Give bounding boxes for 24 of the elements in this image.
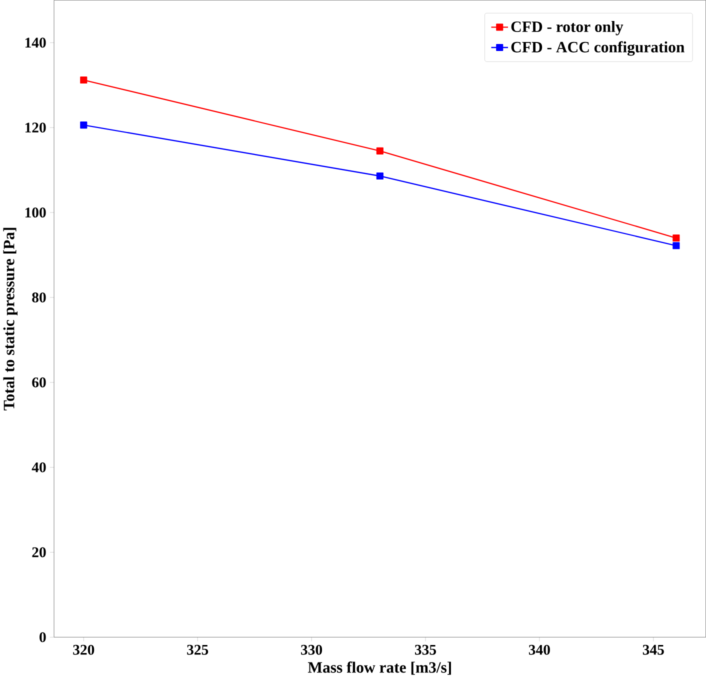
x-tick-label: 340 (528, 644, 550, 655)
point (80, 122, 88, 129)
point (80, 76, 88, 84)
point (672, 242, 680, 250)
y-tick-label: 100 (25, 208, 46, 218)
y-axis-title: Total to static pressure [Pa] (3, 228, 18, 410)
y-tick-label: 80 (32, 292, 46, 302)
y-tick-label: 20 (32, 547, 46, 558)
x-axis-title: Mass flow rate [m3/s] (308, 662, 451, 675)
x-tick-label: 335 (415, 644, 436, 655)
point (376, 172, 384, 180)
x-tick-label: 345 (642, 644, 664, 655)
y-tick-label: 40 (32, 462, 46, 472)
y-tick-label: 140 (25, 38, 46, 48)
point (376, 147, 384, 154)
legend-label: CFD - ACC configuration (511, 41, 684, 56)
y-tick-label: 120 (25, 122, 46, 133)
y-tick-label: 60 (32, 377, 46, 388)
x-tick-label: 325 (187, 644, 208, 655)
y-tick-label: 0 (40, 632, 46, 642)
x-tick-label: 330 (301, 644, 322, 655)
point (672, 234, 680, 242)
legend-label: CFD - rotor only (511, 21, 624, 36)
x-tick-label: 320 (73, 644, 94, 655)
